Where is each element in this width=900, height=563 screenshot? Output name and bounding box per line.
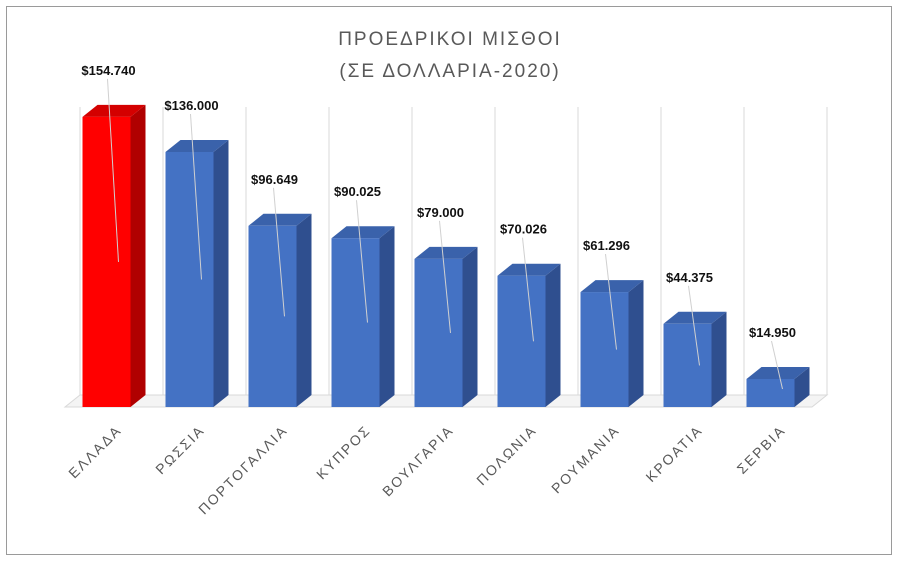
bar-2 [165,140,229,407]
bar-side [794,366,810,407]
bar-front [497,275,546,407]
bar-top [248,213,312,226]
bar-front [414,258,463,407]
bar-3 [248,213,312,407]
bar-side [462,246,478,407]
bar-top [580,280,644,293]
data-label: $154.740 [81,63,135,78]
bar-front [580,292,629,407]
category-label: ΠΟΛΩΝΙΑ [473,422,539,488]
data-label: $61.296 [583,238,630,253]
bar-7 [580,280,644,407]
data-labels: $154.740 $136.000 $96.649 $90.025 $79.000 $70… [81,63,796,340]
bar-9 [746,366,810,407]
leader-line [107,78,119,262]
bar-side [130,104,146,408]
chart-frame: ΠΡΟΕΔΡΙΚΟΙ ΜΙΣΘΟΙ (ΣΕ ΔΟΛΛΑΡΙΑ-2020) $15… [6,6,892,555]
bar-top [746,366,810,379]
bar-top [497,263,561,276]
leader-line [688,285,700,366]
bar-top [663,311,727,324]
data-label: $136.000 [164,98,218,113]
bar-1 [82,104,146,408]
bar-side [296,213,312,407]
leader-line [605,254,617,350]
bars [82,104,810,408]
chart-subtitle: (ΣΕ ΔΟΛΛΑΡΙΑ-2020) [339,61,560,82]
bar-top [82,104,146,117]
category-label: ΣΕΡΒΙΑ [734,422,789,477]
bar-front [746,378,795,407]
data-label: $44.375 [666,270,713,285]
bar-front [248,225,297,407]
category-label: ΚΡΟΑΤΙΑ [642,422,705,485]
bar-5 [414,246,478,407]
bar-side [379,226,395,407]
category-label: ΕΛΛΑΔΑ [65,422,124,481]
bar-4 [331,226,395,407]
bar-top [414,246,478,259]
category-label: ΠΟΡΤΟΓΑΛΛΙΑ [195,422,291,518]
data-label: $14.950 [749,325,796,340]
data-label: $79.000 [417,205,464,220]
bar-front [331,238,380,407]
bar-6 [497,263,561,407]
data-label: $96.649 [251,172,298,187]
category-label: ΡΟΥΜΑΝΙΑ [548,422,623,497]
leader-line [439,220,451,333]
bar-top [165,140,229,152]
bar-front [663,323,712,407]
leader-line [273,187,285,317]
category-label: ΚΥΠΡΟΣ [313,422,374,483]
bar-top [331,226,395,239]
bar-front [165,152,214,407]
leader-line [190,113,202,280]
bar-8 [663,311,727,407]
bar-side [213,140,229,407]
data-label: $70.026 [500,222,547,237]
bar-side [628,280,644,407]
bar-front [82,116,131,408]
chart-title: ΠΡΟΕΔΡΙΚΟΙ ΜΙΣΘΟΙ [338,29,562,50]
bar-side [711,311,727,407]
data-label: $90.025 [334,184,381,199]
bar-chart: ΠΡΟΕΔΡΙΚΟΙ ΜΙΣΘΟΙ (ΣΕ ΔΟΛΛΑΡΙΑ-2020) $15… [63,29,829,518]
category-label: ΒΟΥΛΓΑΡΙΑ [379,422,457,500]
bar-side [545,263,561,407]
leader-line [356,200,368,323]
leader-line [522,237,534,342]
gridlines [79,107,828,395]
leader-line [771,340,783,390]
category-label: ΡΩΣΣΙΑ [152,422,207,477]
label-leader-lines [107,78,783,390]
